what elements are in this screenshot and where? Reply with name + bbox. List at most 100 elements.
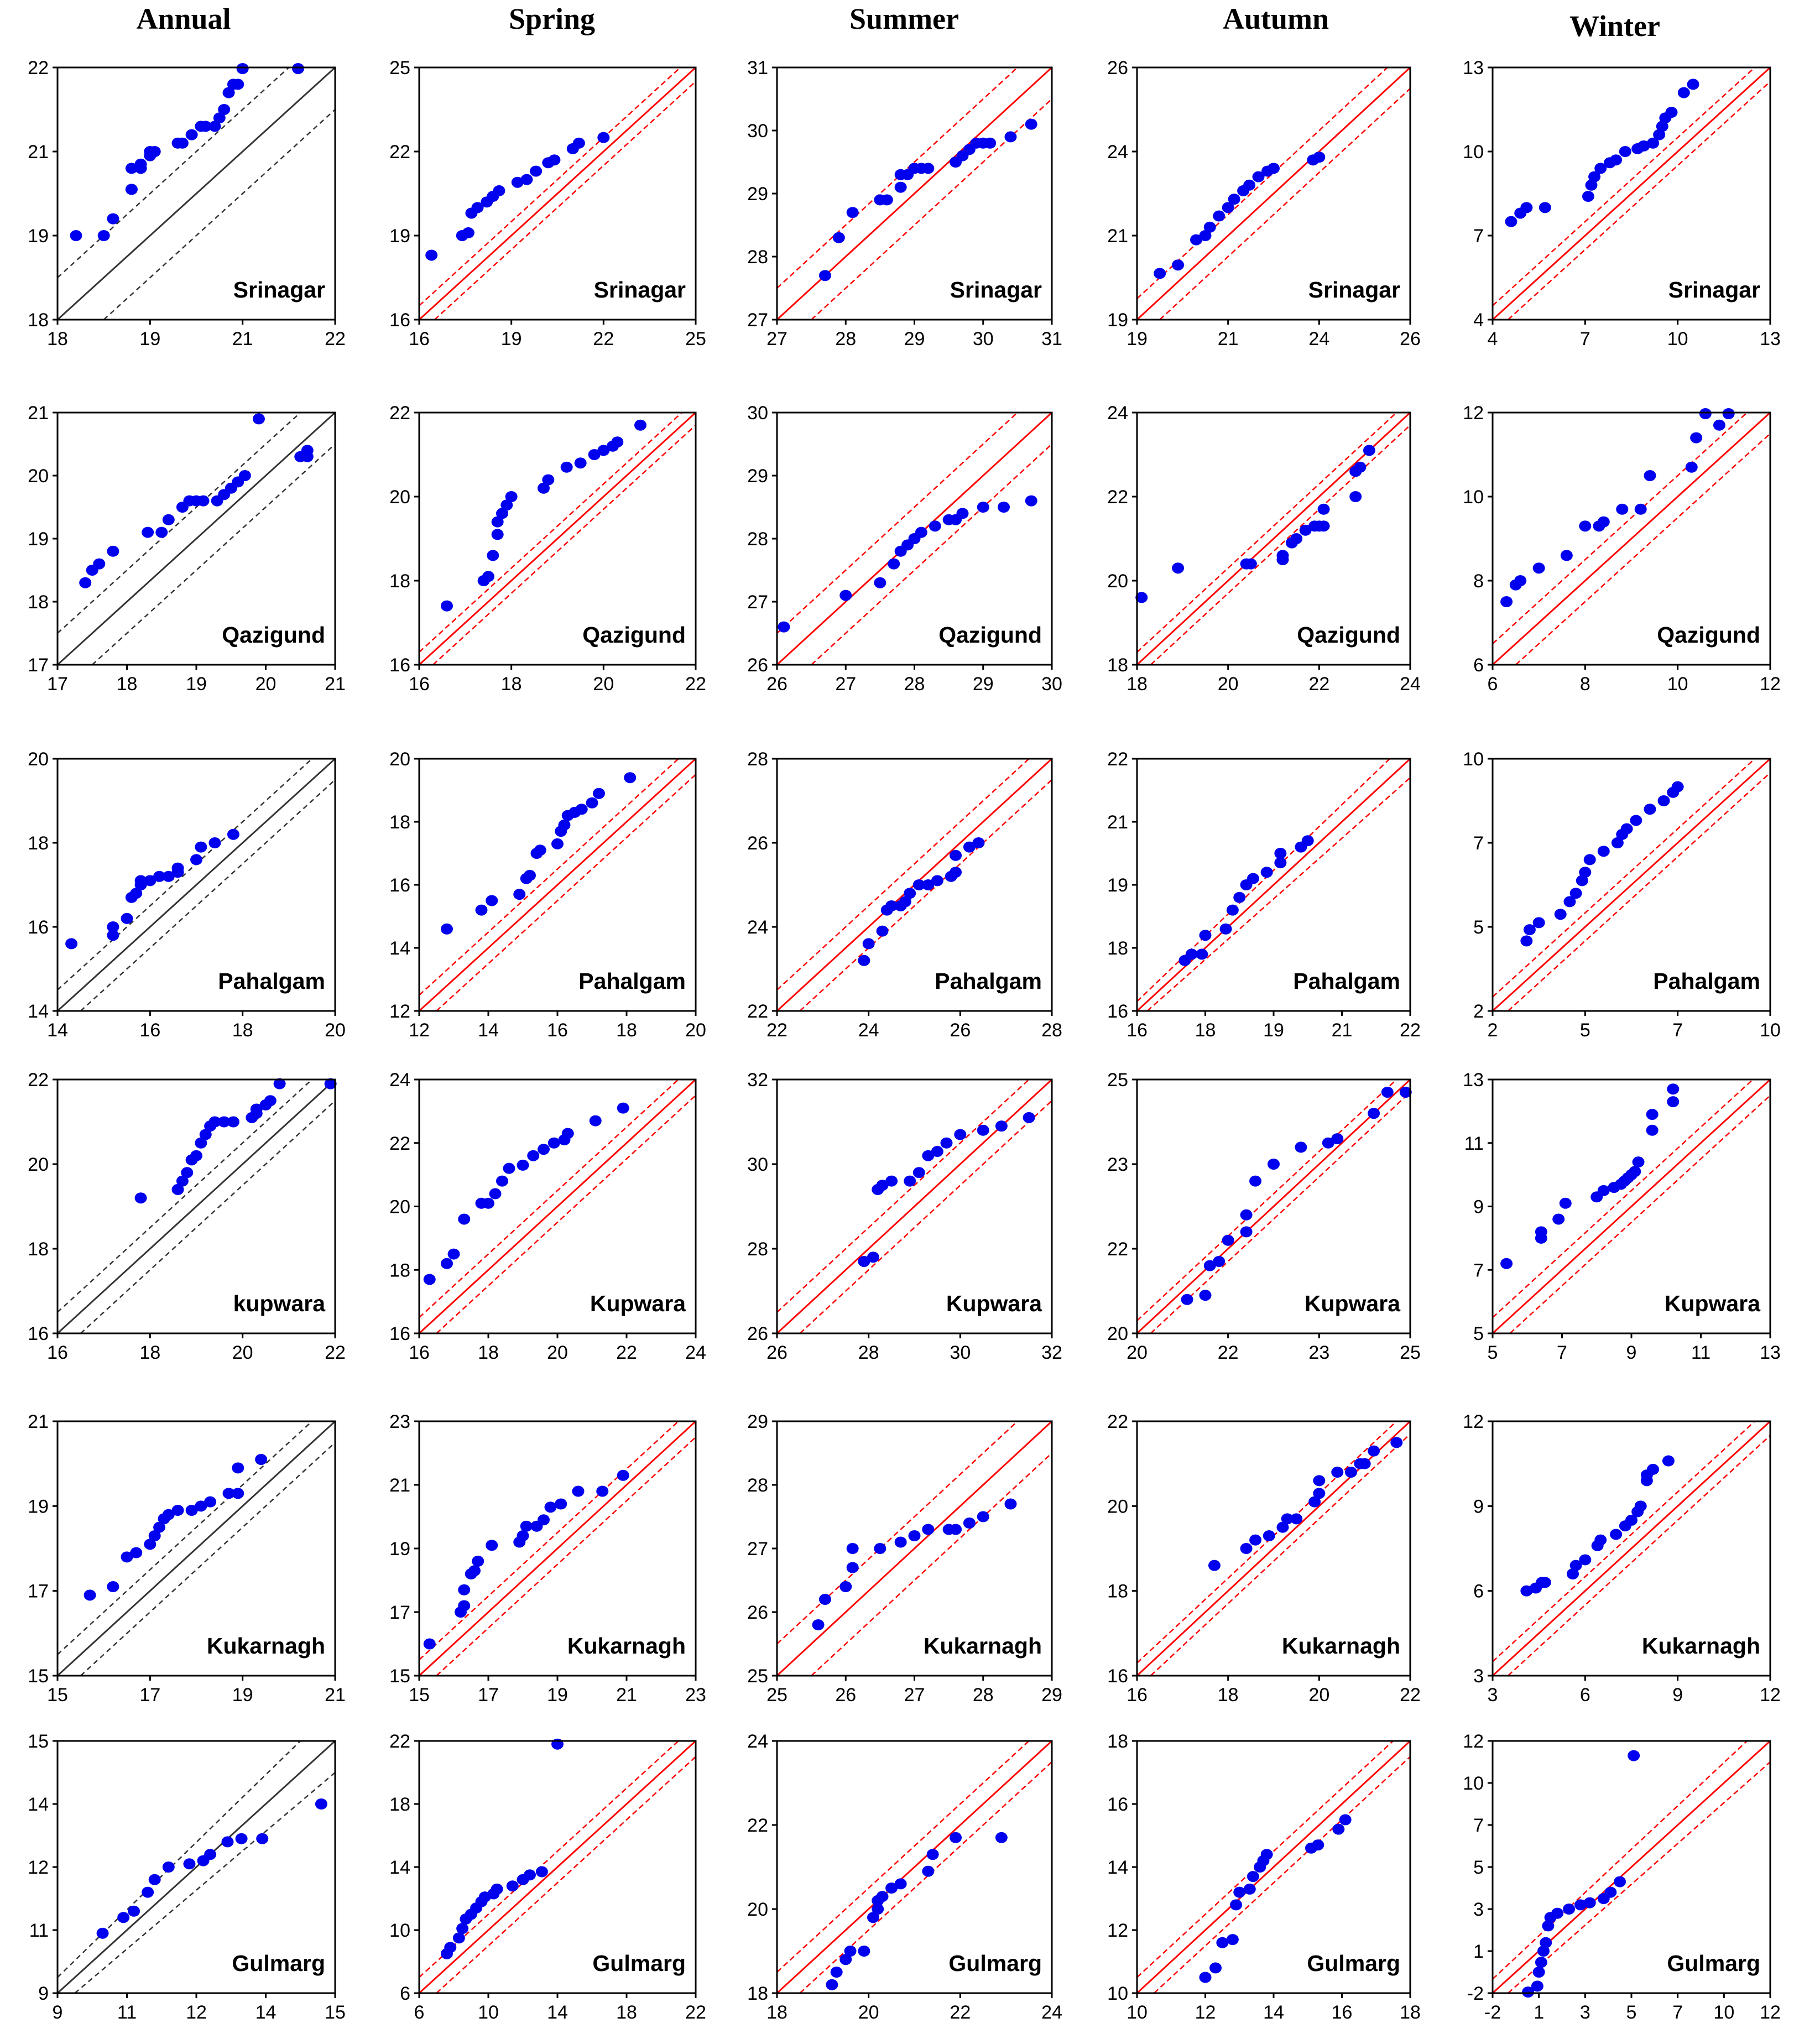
data-point — [204, 1849, 217, 1860]
data-point — [998, 502, 1010, 513]
data-point — [885, 1175, 898, 1187]
x-tick-label: 28 — [904, 674, 925, 695]
data-point — [922, 163, 935, 174]
x-tick-label: 11 — [1691, 1342, 1710, 1363]
y-tick-label: 14 — [1107, 1857, 1128, 1878]
x-tick-label: 29 — [1041, 1685, 1062, 1706]
data-point — [1567, 1568, 1579, 1579]
y-tick-label: 27 — [747, 310, 768, 331]
data-point — [1313, 1488, 1326, 1499]
data-point — [1667, 1096, 1680, 1108]
plot-area — [419, 1421, 696, 1676]
data-point — [1569, 1560, 1582, 1571]
data-point — [1559, 1197, 1572, 1209]
x-tick-label: 19 — [232, 1685, 253, 1706]
lower-bound-line — [1159, 88, 1410, 320]
lower-bound-line — [811, 444, 1052, 665]
data-point — [912, 879, 925, 890]
x-tick-label: 25 — [766, 1685, 788, 1706]
data-point — [1665, 107, 1678, 118]
data-point — [1190, 234, 1203, 246]
data-point — [830, 1967, 843, 1978]
x-tick-label: 18 — [117, 674, 138, 695]
one-to-one-line — [419, 1080, 696, 1333]
data-point — [107, 1581, 119, 1592]
plot-frame — [1491, 758, 1771, 1012]
one-to-one-line — [58, 759, 335, 1011]
lower-bound-line — [432, 424, 696, 665]
data-point — [778, 621, 790, 633]
y-tick-label: 24 — [1107, 142, 1128, 163]
plot-frame — [1491, 66, 1771, 321]
x-tick-label: 17 — [139, 1685, 160, 1706]
plot-area — [777, 1741, 1052, 1993]
data-point — [995, 1120, 1008, 1132]
y-tick-label: 20 — [1107, 1323, 1128, 1344]
lower-bound-line — [1508, 1435, 1770, 1676]
y-tick-label: 23 — [389, 1411, 410, 1432]
station-label: Gulmarg — [1307, 1951, 1400, 1976]
data-point — [162, 514, 175, 525]
data-point — [197, 495, 210, 507]
column-title-spring: Spring — [509, 2, 595, 35]
panel-srinagar-winter: 44 7 7 10 10 13 13 Srinagar — [1463, 58, 1781, 350]
data-point — [130, 1547, 143, 1558]
x-tick-label: 20 — [685, 1020, 706, 1041]
data-point — [1699, 408, 1712, 419]
data-point — [844, 1946, 857, 1957]
x-tick-label: 28 — [973, 1685, 994, 1706]
data-point — [1368, 1445, 1380, 1457]
plot-frame — [1136, 66, 1411, 321]
data-point — [472, 1556, 484, 1567]
data-point — [1172, 562, 1185, 574]
upper-bound-line — [1137, 1080, 1397, 1321]
y-tick-label: 17 — [28, 1581, 49, 1602]
data-point — [1687, 79, 1699, 90]
data-point — [1620, 823, 1633, 835]
plot-frame — [1491, 1420, 1771, 1677]
one-to-one-line — [1493, 1421, 1770, 1676]
y-tick-label: 7 — [1473, 1815, 1484, 1836]
data-point — [1025, 118, 1037, 130]
one-to-one-line — [419, 67, 696, 320]
data-point — [1583, 854, 1596, 865]
data-point — [1209, 1962, 1222, 1974]
data-point — [190, 1150, 202, 1161]
data-point — [984, 137, 997, 149]
y-tick-label: 21 — [28, 403, 49, 424]
lower-bound-line — [1508, 1761, 1770, 1993]
y-tick-label: 30 — [747, 403, 768, 424]
x-tick-label: 21 — [1332, 1020, 1353, 1041]
data-point — [544, 1501, 557, 1513]
data-point — [1312, 1839, 1324, 1851]
data-point — [1551, 1907, 1564, 1919]
data-point — [839, 1581, 852, 1592]
lower-bound-line — [436, 1756, 696, 1993]
data-point — [1582, 191, 1594, 202]
data-point — [292, 63, 305, 74]
data-point — [1213, 210, 1225, 222]
data-point — [858, 955, 870, 966]
data-point — [1276, 1521, 1289, 1533]
data-point — [148, 146, 161, 157]
y-tick-label: 18 — [1107, 1581, 1128, 1602]
y-tick-label: 24 — [747, 1731, 768, 1752]
x-tick-label: 3 — [1580, 2002, 1590, 2023]
data-point — [1610, 154, 1623, 166]
column-title-summer: Summer — [849, 2, 959, 35]
data-point — [589, 1115, 602, 1127]
data-point — [1685, 461, 1698, 473]
data-point — [593, 788, 605, 799]
data-point — [1181, 1294, 1193, 1305]
data-point — [218, 1116, 231, 1128]
data-point — [107, 930, 119, 941]
y-tick-label: 13 — [1463, 58, 1484, 79]
data-point — [1331, 1467, 1344, 1478]
data-point — [505, 491, 518, 502]
x-tick-label: 10 — [478, 2002, 499, 2023]
x-tick-label: 16 — [1332, 2002, 1353, 2023]
y-tick-label: 28 — [747, 749, 768, 770]
data-point — [1004, 1498, 1017, 1510]
